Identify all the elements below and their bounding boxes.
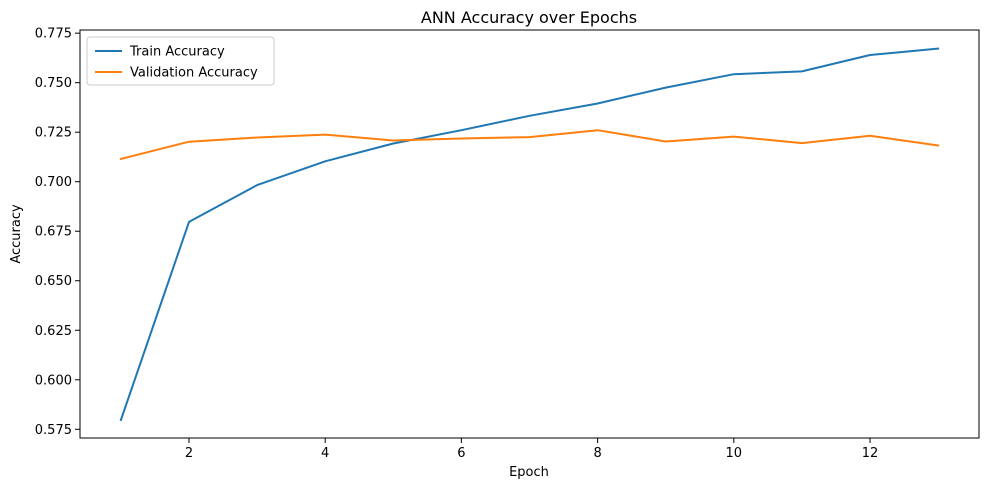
legend-label-1: Validation Accuracy bbox=[130, 66, 258, 81]
y-tick-label: 0.650 bbox=[35, 274, 72, 289]
y-tick-label: 0.775 bbox=[35, 27, 72, 42]
x-axis-label: Epoch bbox=[509, 465, 549, 480]
series-line-1 bbox=[119, 129, 940, 161]
x-tick-label: 8 bbox=[593, 446, 601, 461]
y-tick-label: 0.625 bbox=[35, 324, 72, 339]
chart-title: ANN Accuracy over Epochs bbox=[421, 8, 637, 27]
y-tick-label: 0.700 bbox=[35, 175, 72, 190]
x-axis-ticks: 2 4 6 8 10 12 bbox=[185, 438, 878, 461]
plot-frame bbox=[79, 29, 980, 439]
y-tick-label: 0.725 bbox=[35, 126, 72, 141]
legend: Train Accuracy Validation Accuracy bbox=[86, 36, 275, 86]
y-tick-label: 0.600 bbox=[35, 373, 72, 388]
x-tick-label: 6 bbox=[457, 446, 465, 461]
y-axis-label: Accuracy bbox=[9, 204, 24, 264]
x-tick-label: 4 bbox=[321, 446, 329, 461]
legend-box bbox=[86, 36, 275, 86]
y-axis-ticks: 0.575 0.600 0.625 0.650 0.675 0.700 0.725 0.750… bbox=[35, 27, 80, 438]
y-tick-label: 0.750 bbox=[35, 76, 72, 91]
legend-label-0: Train Accuracy bbox=[129, 45, 225, 60]
y-tick-label: 0.575 bbox=[35, 423, 72, 438]
x-tick-label: 12 bbox=[862, 446, 879, 461]
series-layer bbox=[119, 47, 940, 422]
series-line-0 bbox=[119, 47, 940, 422]
y-tick-label: 0.675 bbox=[35, 225, 72, 240]
plot-area bbox=[79, 29, 980, 439]
x-tick-label: 2 bbox=[185, 446, 193, 461]
x-tick-label: 10 bbox=[726, 446, 743, 461]
